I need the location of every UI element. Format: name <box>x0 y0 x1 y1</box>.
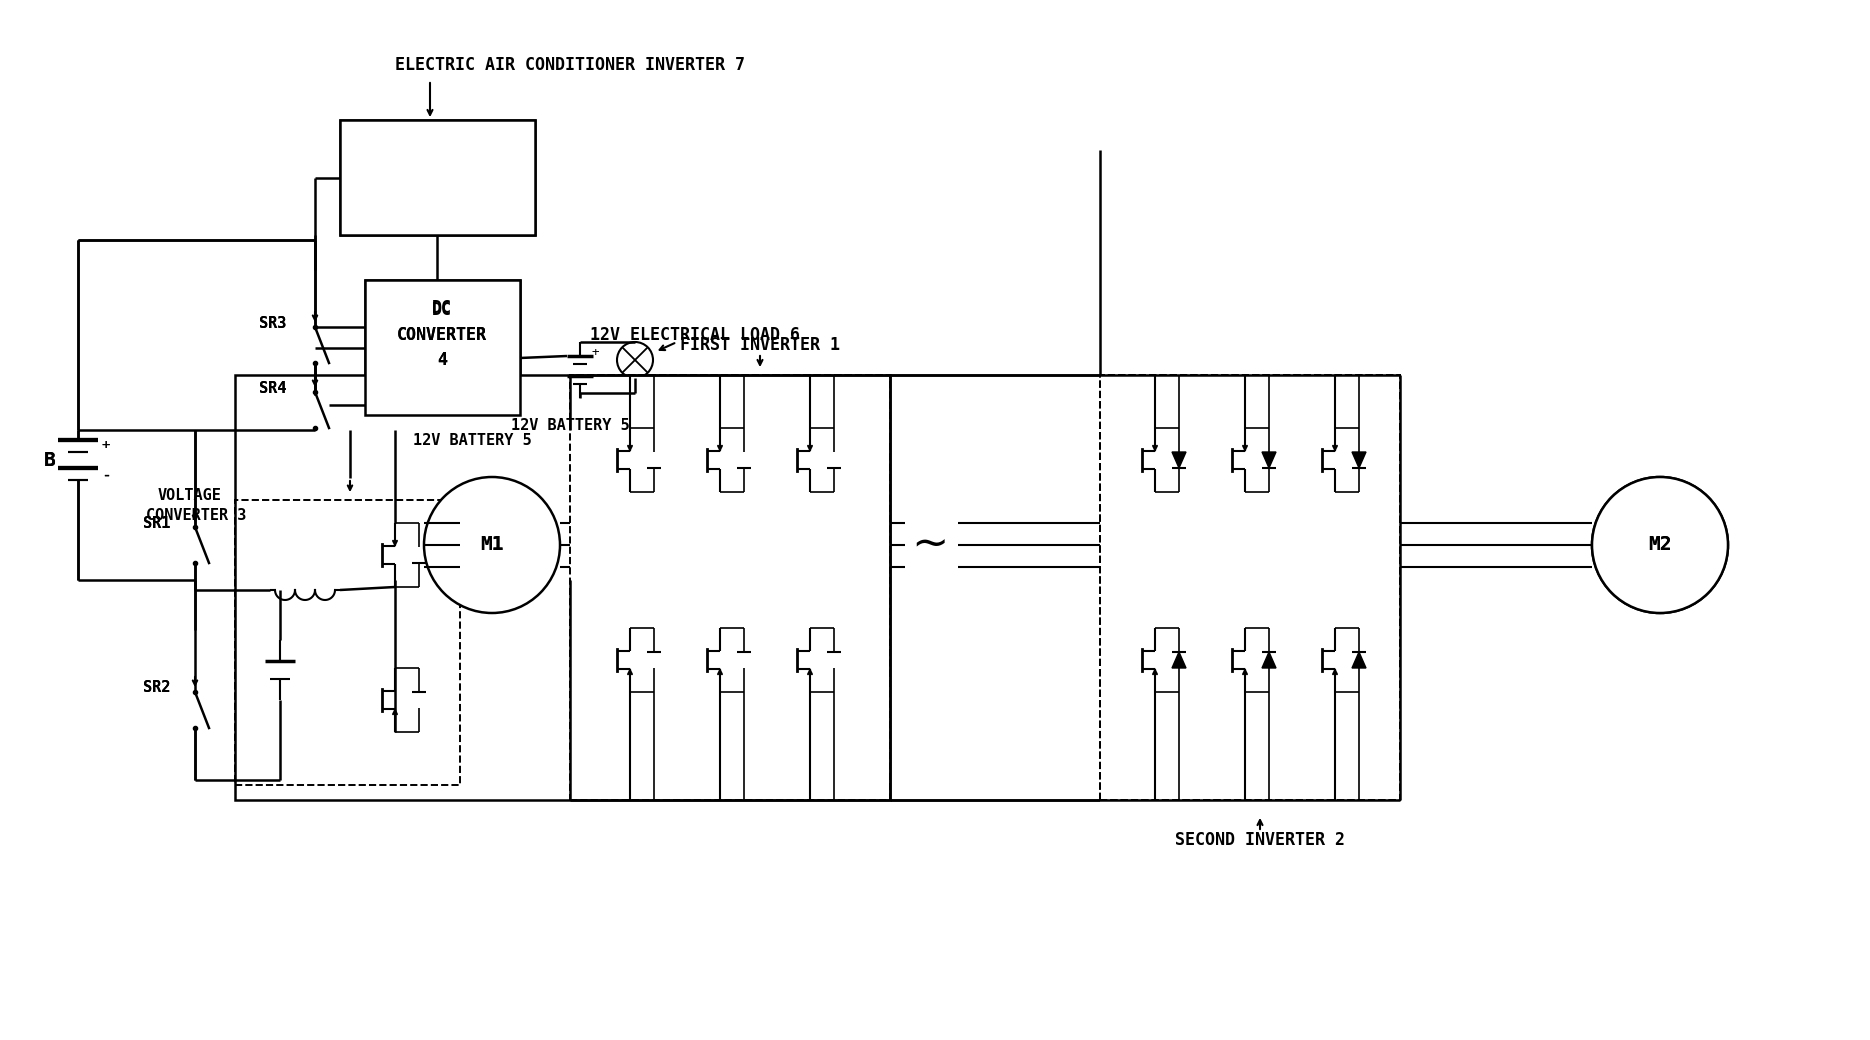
Text: SR2: SR2 <box>144 680 170 696</box>
Bar <box>570 375 890 800</box>
Text: M1: M1 <box>481 536 503 554</box>
Text: 4: 4 <box>438 352 447 369</box>
Text: M2: M2 <box>1647 536 1672 554</box>
Text: 4: 4 <box>438 352 447 369</box>
Text: SR4: SR4 <box>260 381 286 395</box>
Polygon shape <box>827 652 842 668</box>
Polygon shape <box>1172 452 1186 468</box>
Polygon shape <box>1262 652 1275 668</box>
Text: 12V BATTERY 5: 12V BATTERY 5 <box>511 417 630 433</box>
Text: DC: DC <box>432 301 453 319</box>
Circle shape <box>1591 477 1728 613</box>
Bar <box>365 280 520 415</box>
Text: 12V BATTERY 5: 12V BATTERY 5 <box>413 433 531 447</box>
Text: SR1: SR1 <box>144 516 170 530</box>
Text: B: B <box>45 450 56 469</box>
Polygon shape <box>647 652 660 668</box>
Text: SR4: SR4 <box>260 381 286 395</box>
Polygon shape <box>411 692 426 708</box>
Text: SR1: SR1 <box>144 516 170 530</box>
Bar <box>365 280 520 415</box>
Text: SR2: SR2 <box>144 680 170 696</box>
Polygon shape <box>1172 652 1186 668</box>
Polygon shape <box>827 452 842 468</box>
Bar <box>1100 375 1401 800</box>
Bar <box>236 375 890 800</box>
Bar <box>236 500 460 785</box>
Text: 12V ELECTRICAL LOAD 6: 12V ELECTRICAL LOAD 6 <box>591 326 800 344</box>
Bar <box>1100 375 1401 800</box>
Circle shape <box>424 477 559 613</box>
Text: DC: DC <box>432 300 453 317</box>
Text: +: + <box>101 438 110 452</box>
Bar <box>340 120 535 235</box>
Polygon shape <box>1352 652 1365 668</box>
Circle shape <box>617 342 653 378</box>
Polygon shape <box>737 652 752 668</box>
Text: CONVERTER 3: CONVERTER 3 <box>146 508 247 522</box>
Text: FIRST INVERTER 1: FIRST INVERTER 1 <box>681 336 840 354</box>
Text: ~: ~ <box>911 523 948 567</box>
Circle shape <box>424 477 559 613</box>
Text: SECOND INVERTER 2: SECOND INVERTER 2 <box>1174 831 1345 849</box>
Text: -: - <box>101 466 110 484</box>
Text: -: - <box>101 466 110 484</box>
Polygon shape <box>737 452 752 468</box>
Text: M1: M1 <box>481 536 503 554</box>
Polygon shape <box>1352 452 1365 468</box>
Text: M2: M2 <box>1647 536 1672 554</box>
Text: SR3: SR3 <box>260 315 286 331</box>
Bar <box>570 375 890 800</box>
Text: VOLTAGE: VOLTAGE <box>159 488 223 502</box>
Text: CONVERTER: CONVERTER <box>396 326 486 344</box>
Text: B: B <box>45 450 56 469</box>
Text: +: + <box>101 438 110 452</box>
Polygon shape <box>647 452 660 468</box>
Circle shape <box>1591 477 1728 613</box>
Bar <box>340 120 535 235</box>
Bar <box>236 500 460 785</box>
Text: ELECTRIC AIR CONDITIONER INVERTER 7: ELECTRIC AIR CONDITIONER INVERTER 7 <box>395 56 744 74</box>
Text: CONVERTER: CONVERTER <box>396 326 486 344</box>
Polygon shape <box>1262 452 1275 468</box>
Polygon shape <box>411 547 426 563</box>
Text: SR3: SR3 <box>260 315 286 331</box>
Text: +: + <box>591 345 598 359</box>
